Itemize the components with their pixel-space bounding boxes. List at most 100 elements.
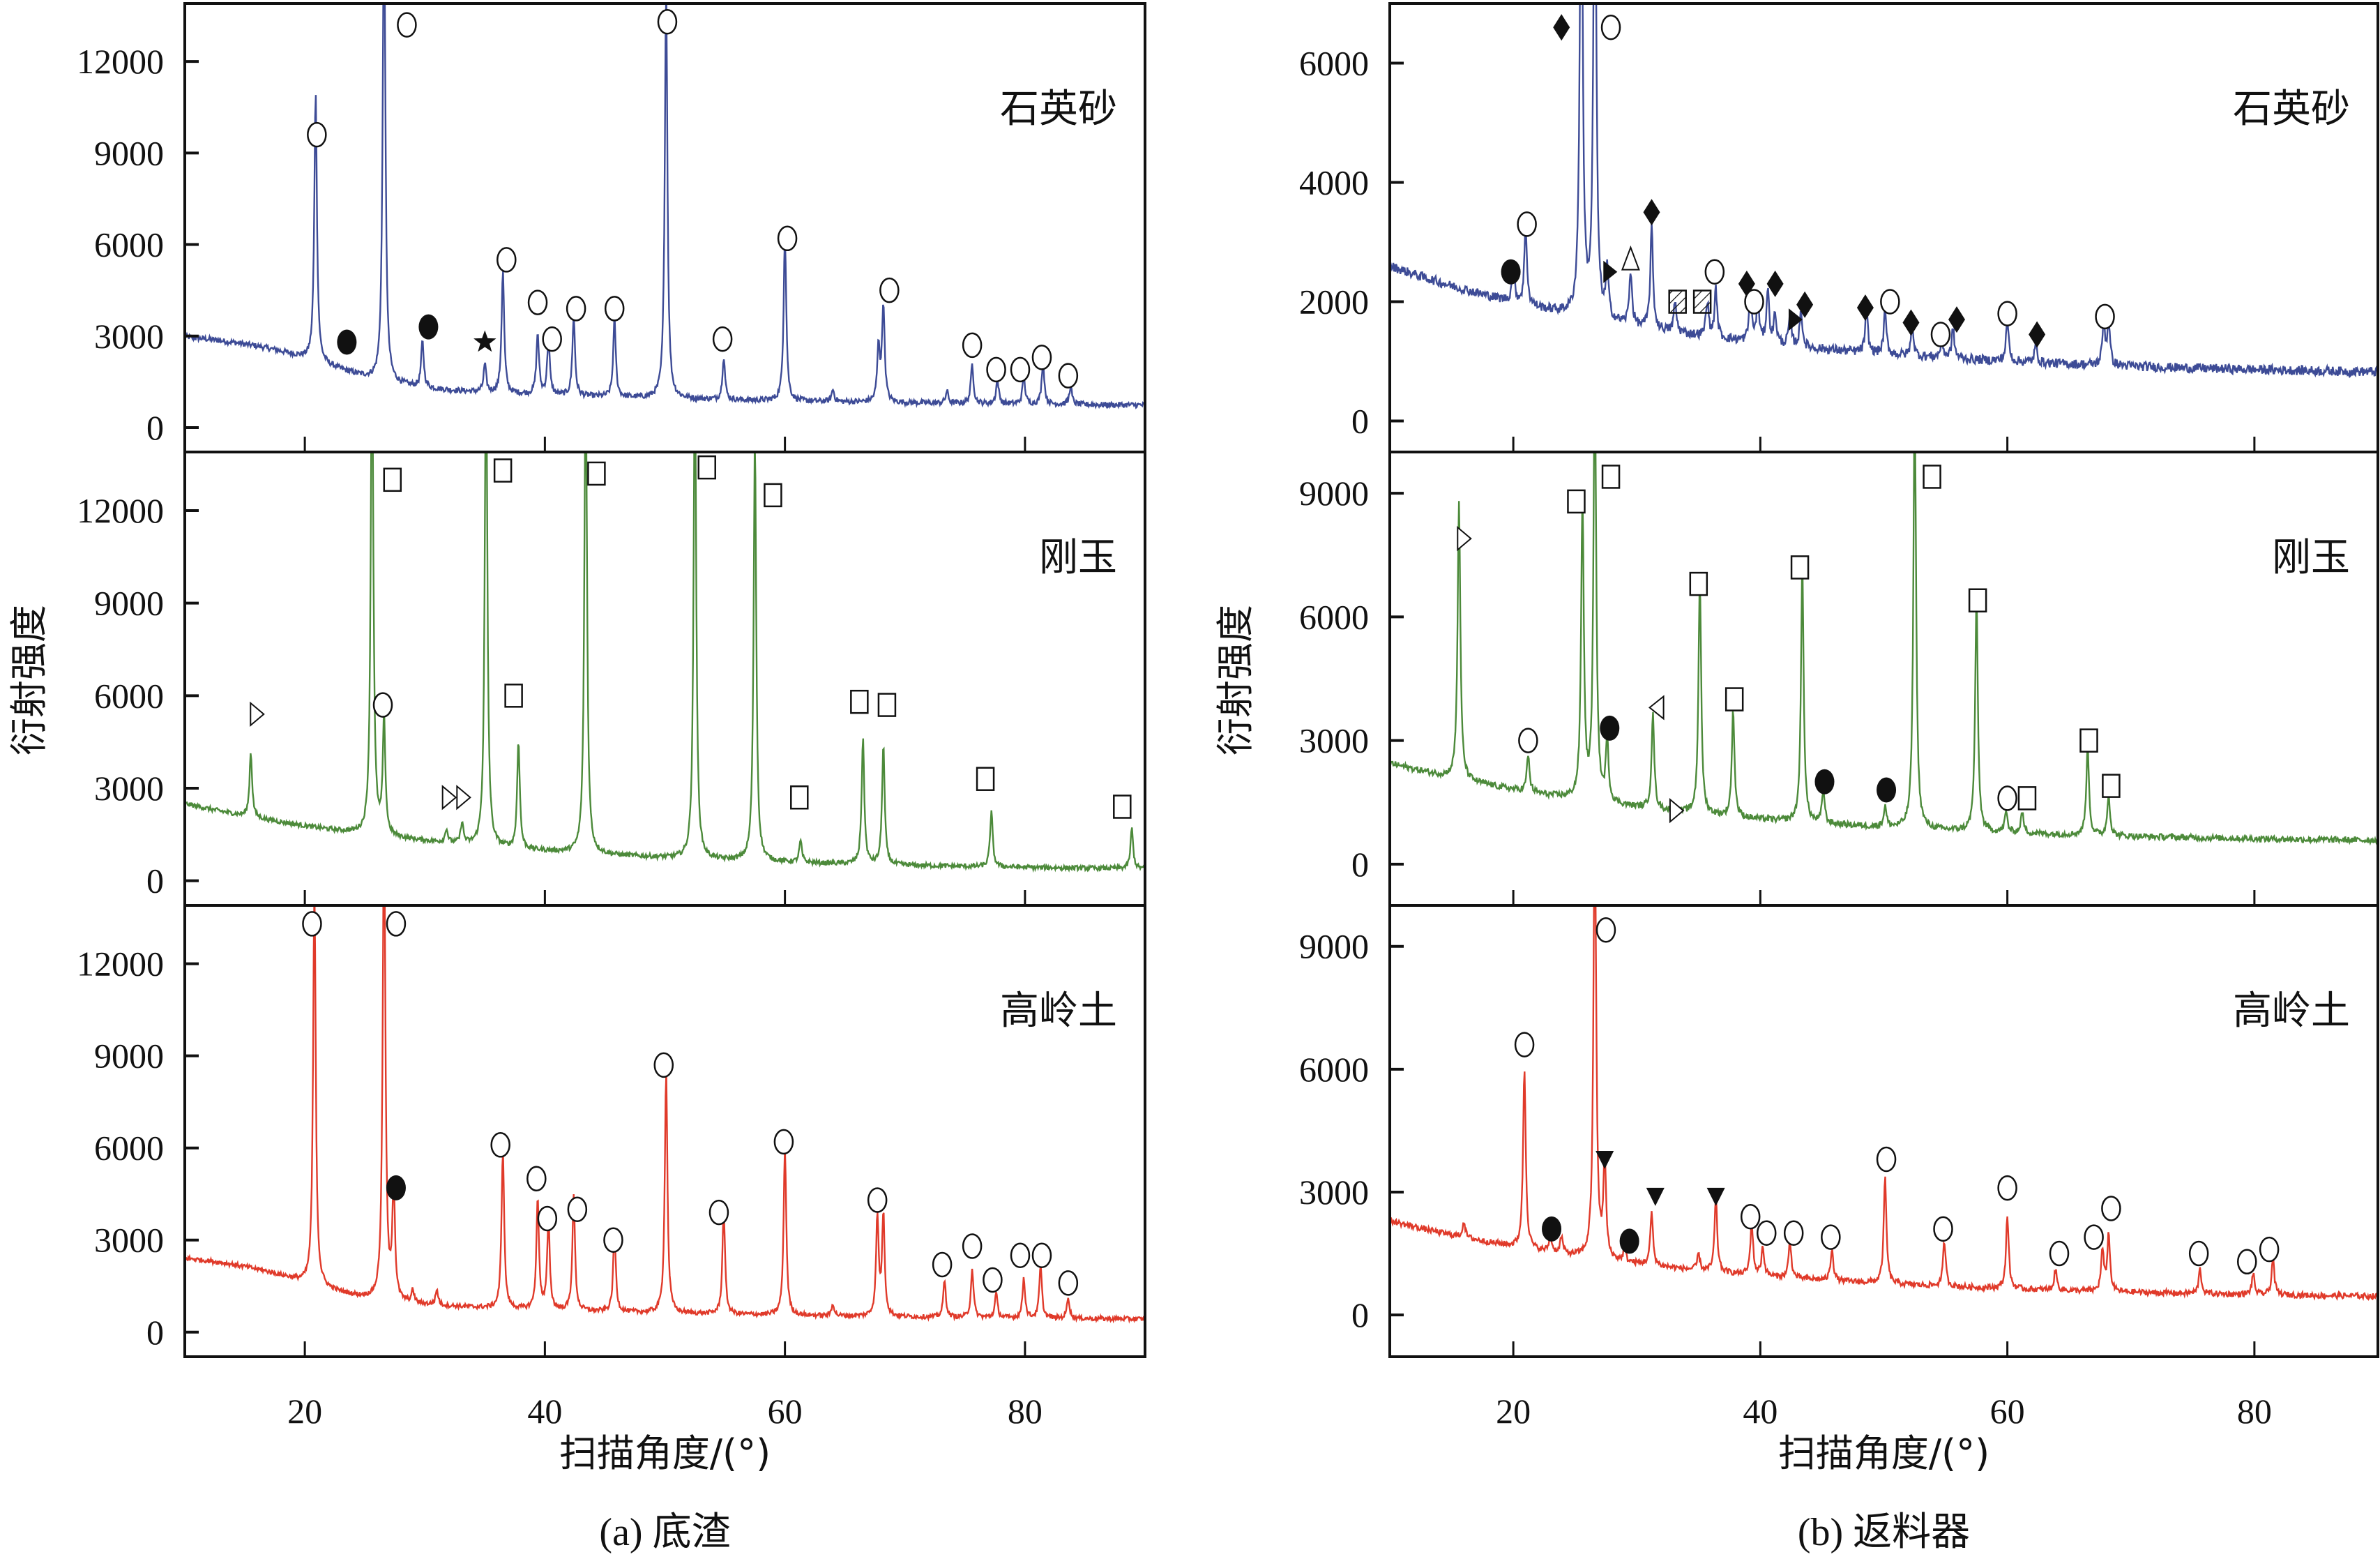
marker-filled-diamond [1796, 291, 1814, 318]
marker-open-circle [986, 356, 1006, 383]
marker-open-triangle-right [250, 701, 265, 727]
marker-open-square [790, 785, 809, 810]
marker-open-square [383, 467, 402, 492]
marker-open-circle [2188, 1240, 2209, 1267]
x-tick-label: 20 [287, 1392, 322, 1431]
marker-open-square [1689, 571, 1708, 596]
marker-open-circle [1756, 1220, 1777, 1246]
y-tick-label: 3000 [1299, 1173, 1369, 1212]
y-tick-label: 9000 [94, 1037, 164, 1076]
y-tick-label: 0 [146, 861, 164, 901]
marker-open-triangle-right [456, 785, 471, 811]
marker-open-square [493, 458, 513, 483]
figure-b: 0 2000 4000 6000 石英砂 0 3000 6000 9000 刚玉 0 3000 6000… [1213, 2, 2379, 1554]
marker-open-circle [1010, 356, 1031, 383]
subplot-name-label: 刚玉 [1039, 535, 1117, 580]
marker-filled-circle [418, 314, 439, 340]
subplot-b-2: 0 3000 6000 9000 高岭土 [1299, 904, 2379, 1358]
marker-open-circle [708, 1199, 729, 1226]
marker-filled-diamond [1766, 270, 1784, 297]
marker-open-square [1601, 465, 1621, 489]
marker-open-square [976, 767, 995, 791]
marker-open-circle [372, 692, 393, 718]
marker-filled-diamond [1643, 199, 1660, 226]
marker-open-triangle-right [1457, 525, 1472, 552]
subplot-frame [1388, 2, 2379, 453]
y-tick-label: 9000 [1299, 927, 1369, 966]
marker-open-circle [1518, 728, 1538, 753]
marker-hatched-square [1692, 289, 1712, 314]
marker-open-circle [1783, 1220, 1804, 1246]
y-tick-label: 12000 [77, 944, 164, 984]
marker-open-circle [932, 1251, 953, 1278]
marker-open-circle [879, 277, 900, 303]
subplot-name-label: 高岭土 [1000, 988, 1117, 1034]
y-tick-label: 6000 [94, 676, 164, 715]
y-tick-label: 4000 [1299, 163, 1369, 202]
subplot-a-0: 0 3000 6000 9000 12000 石英砂 [77, 2, 1146, 453]
marker-open-circle [962, 332, 983, 359]
y-tick-label: 0 [1351, 1295, 1369, 1334]
subplot-name-label: 高岭土 [2233, 988, 2350, 1034]
subplot-name-label: 石英砂 [2233, 86, 2350, 132]
marker-filled-circle [1600, 715, 1620, 741]
figure-caption: (b) 返料器 [1798, 1511, 1970, 1554]
marker-open-circle [867, 1187, 888, 1213]
marker-open-circle [2101, 1196, 2121, 1221]
marker-open-circle [1744, 289, 1764, 315]
y-tick-label: 6000 [1299, 44, 1369, 83]
marker-hatched-square [1668, 289, 1687, 314]
y-tick-label: 2000 [1299, 283, 1369, 322]
subplot-frame [1388, 904, 2379, 1358]
marker-open-triangle-up [1621, 245, 1640, 271]
marker-open-square [877, 693, 897, 717]
marker-open-square [1567, 489, 1586, 514]
marker-open-circle [302, 911, 322, 937]
marker-open-circle [2236, 1249, 2257, 1275]
marker-open-circle [1058, 1270, 1079, 1296]
marker-open-circle [712, 326, 733, 352]
y-tick-label: 0 [146, 1313, 164, 1352]
trace-石英砂 [185, 3, 1145, 410]
marker-open-circle [1600, 14, 1621, 40]
marker-open-circle [1010, 1242, 1031, 1269]
marker-filled-circle [1877, 777, 1897, 803]
marker-open-circle [1595, 917, 1616, 943]
marker-open-circle [2084, 1224, 2104, 1250]
subplot-name-label: 刚玉 [2272, 535, 2350, 580]
marker-open-circle [1031, 1242, 1052, 1269]
x-axis-title: 扫描角度/(°) [1778, 1431, 1989, 1475]
y-tick-label: 0 [146, 408, 164, 447]
figure-caption: (a) 底渣 [599, 1511, 730, 1554]
marker-filled-circle [386, 1175, 406, 1200]
figure-a: 0 3000 6000 9000 12000 石英砂 0 3000 6000 9000 12000 刚… [7, 2, 1146, 1554]
marker-open-circle [657, 8, 678, 35]
marker-open-square [1923, 465, 1941, 489]
subplot-frame [183, 451, 1146, 907]
marker-open-triangle-right [441, 785, 457, 811]
trace-高岭土 [1390, 905, 2378, 1302]
y-tick-label: 6000 [1299, 1050, 1369, 1089]
subplot-name-label: 石英砂 [1000, 86, 1117, 132]
trace-高岭土 [185, 905, 1145, 1324]
marker-filled-diamond [1948, 306, 1966, 333]
marker-open-square [1968, 588, 1987, 612]
marker-open-circle [542, 326, 562, 352]
x-axis-title: 扫描角度/(°) [559, 1431, 771, 1475]
x-tick-label: 40 [527, 1392, 562, 1431]
marker-filled-circle [1501, 259, 1521, 285]
subplot-a-1: 0 3000 6000 9000 12000 刚玉 [77, 451, 1146, 907]
y-tick-label: 12000 [77, 42, 164, 81]
marker-filled-triangle-right [1603, 260, 1618, 283]
y-tick-label: 3000 [94, 317, 164, 356]
marker-open-circle [1517, 211, 1537, 237]
marker-open-circle [1933, 1216, 1953, 1242]
y-tick-label: 6000 [94, 225, 164, 264]
y-tick-label: 3000 [1299, 721, 1369, 760]
marker-open-circle [567, 1196, 588, 1222]
marker-open-circle [1997, 1175, 2017, 1201]
marker-open-circle [2095, 303, 2115, 330]
y-tick-label: 3000 [94, 769, 164, 808]
marker-open-square [1113, 794, 1132, 819]
subplot-b-0: 0 2000 4000 6000 石英砂 [1299, 2, 2379, 453]
